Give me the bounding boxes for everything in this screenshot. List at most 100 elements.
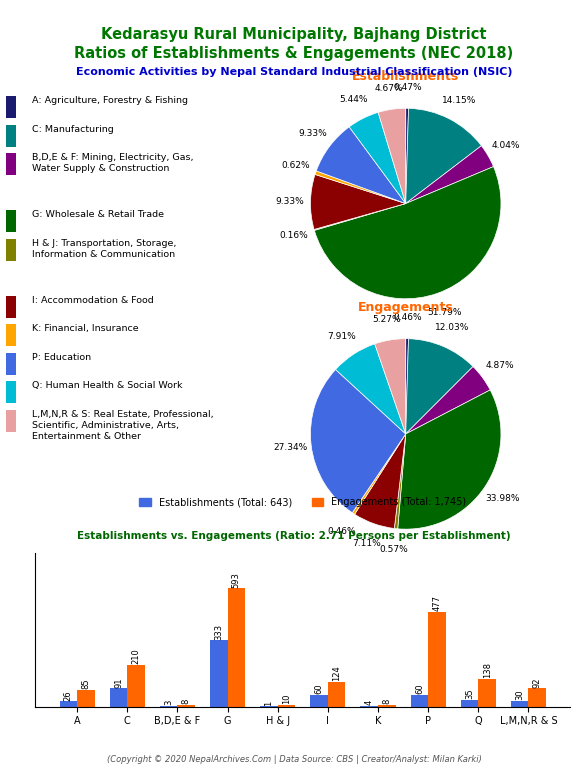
Bar [178, 705, 195, 707]
Text: 60: 60 [415, 684, 424, 694]
Bar [6, 124, 16, 147]
Text: 35: 35 [465, 688, 474, 699]
Bar [59, 701, 77, 707]
Text: 5.27%: 5.27% [372, 315, 401, 324]
Wedge shape [314, 204, 406, 230]
Text: I: Accommodation & Food: I: Accommodation & Food [32, 296, 153, 305]
Bar [6, 353, 16, 375]
Wedge shape [336, 344, 406, 434]
Text: 9.33%: 9.33% [298, 129, 327, 138]
Text: 7.91%: 7.91% [328, 333, 356, 341]
Wedge shape [406, 108, 409, 204]
Bar [228, 588, 245, 707]
Text: 0.46%: 0.46% [393, 313, 422, 323]
Wedge shape [310, 174, 406, 230]
Text: K: Financial, Insurance: K: Financial, Insurance [32, 324, 138, 333]
Text: 9.33%: 9.33% [275, 197, 304, 206]
Title: Establishments: Establishments [352, 71, 459, 83]
Bar [511, 700, 529, 707]
Bar [6, 210, 16, 232]
Bar [6, 296, 16, 318]
Bar [328, 682, 345, 707]
Wedge shape [355, 434, 406, 528]
Text: 4.04%: 4.04% [492, 141, 520, 150]
Wedge shape [315, 167, 501, 299]
Text: Establishments vs. Engagements (Ratio: 2.71 Persons per Establishment): Establishments vs. Engagements (Ratio: 2… [77, 531, 511, 541]
Wedge shape [395, 434, 406, 529]
Wedge shape [406, 146, 493, 204]
Text: 51.79%: 51.79% [427, 309, 462, 317]
Text: Q: Human Health & Social Work: Q: Human Health & Social Work [32, 382, 182, 390]
Bar [6, 324, 16, 346]
Text: Ratios of Establishments & Engagements (NEC 2018): Ratios of Establishments & Engagements (… [74, 46, 514, 61]
Text: 26: 26 [64, 690, 73, 700]
Text: Kedarasyu Rural Municipality, Bajhang District: Kedarasyu Rural Municipality, Bajhang Di… [101, 27, 487, 42]
Text: 1: 1 [265, 700, 273, 706]
Text: 593: 593 [232, 572, 241, 588]
Wedge shape [315, 171, 406, 204]
Bar [6, 410, 16, 432]
Text: 3: 3 [164, 700, 173, 705]
Text: (Copyright © 2020 NepalArchives.Com | Data Source: CBS | Creator/Analyst: Milan : (Copyright © 2020 NepalArchives.Com | Da… [106, 755, 482, 764]
Text: A: Agriculture, Forestry & Fishing: A: Agriculture, Forestry & Fishing [32, 96, 188, 105]
Text: 477: 477 [432, 595, 442, 611]
Text: 138: 138 [483, 663, 492, 678]
Text: 14.15%: 14.15% [442, 96, 476, 104]
Text: B,D,E & F: Mining, Electricity, Gas,
Water Supply & Construction: B,D,E & F: Mining, Electricity, Gas, Wat… [32, 153, 193, 174]
Title: Engagements: Engagements [358, 301, 453, 313]
Text: 30: 30 [515, 690, 524, 700]
Text: 210: 210 [132, 648, 141, 664]
Text: 12.03%: 12.03% [435, 323, 469, 332]
Wedge shape [406, 108, 482, 204]
Bar [110, 688, 127, 707]
Bar [77, 690, 95, 707]
Text: 0.46%: 0.46% [328, 527, 356, 535]
Bar [529, 688, 546, 707]
Text: L,M,N,R & S: Real Estate, Professional,
Scientific, Administrative, Arts,
Entert: L,M,N,R & S: Real Estate, Professional, … [32, 410, 213, 441]
Bar [479, 679, 496, 707]
Wedge shape [406, 366, 490, 434]
Text: 7.11%: 7.11% [352, 539, 381, 548]
Text: 8: 8 [182, 699, 191, 704]
Text: 5.44%: 5.44% [339, 95, 368, 104]
Wedge shape [316, 127, 406, 204]
Text: 8: 8 [382, 699, 392, 704]
Wedge shape [310, 369, 406, 513]
Text: C: Manufacturing: C: Manufacturing [32, 124, 113, 134]
Bar [6, 239, 16, 261]
Bar [278, 704, 295, 707]
Text: 27.34%: 27.34% [273, 443, 308, 452]
Text: 0.57%: 0.57% [379, 545, 408, 554]
Bar [210, 641, 228, 707]
Text: H & J: Transportation, Storage,
Information & Communication: H & J: Transportation, Storage, Informat… [32, 239, 176, 259]
Text: P: Education: P: Education [32, 353, 91, 362]
Bar [6, 382, 16, 403]
Bar [310, 694, 328, 707]
Bar [360, 706, 378, 707]
Bar [127, 665, 145, 707]
Text: 0.16%: 0.16% [280, 231, 309, 240]
Text: 124: 124 [332, 666, 341, 681]
Wedge shape [406, 339, 473, 434]
Text: Economic Activities by Nepal Standard Industrial Classification (NSIC): Economic Activities by Nepal Standard In… [76, 67, 512, 77]
Text: 91: 91 [114, 677, 123, 688]
Text: 10: 10 [282, 694, 291, 704]
Bar [6, 96, 16, 118]
Wedge shape [397, 390, 501, 529]
Text: 92: 92 [533, 677, 542, 687]
Text: 0.62%: 0.62% [282, 161, 310, 170]
Text: 33.98%: 33.98% [485, 494, 520, 503]
Wedge shape [349, 112, 406, 204]
Bar [428, 611, 446, 707]
Text: 85: 85 [81, 678, 91, 689]
Legend: Establishments (Total: 643), Engagements (Total: 1,745): Establishments (Total: 643), Engagements… [136, 493, 470, 511]
Wedge shape [375, 339, 406, 434]
Text: 4.87%: 4.87% [485, 361, 514, 369]
Bar [410, 694, 428, 707]
Text: 60: 60 [315, 684, 323, 694]
Text: 333: 333 [214, 624, 223, 640]
Wedge shape [378, 108, 406, 204]
Text: G: Wholesale & Retail Trade: G: Wholesale & Retail Trade [32, 210, 163, 219]
Text: 4: 4 [365, 700, 374, 705]
Bar [6, 153, 16, 175]
